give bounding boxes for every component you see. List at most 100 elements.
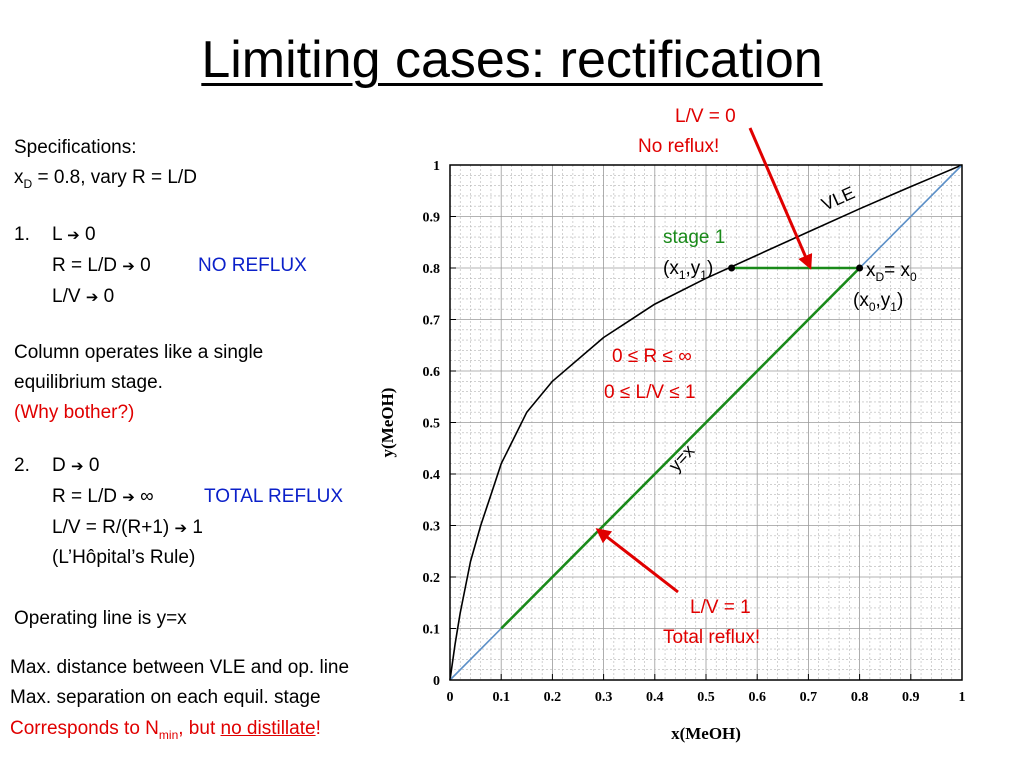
- case1-l2-b: 0: [134, 255, 151, 276]
- arrow-right-icon: ➔: [67, 227, 80, 244]
- slide-title-text: Limiting cases: rectification: [201, 31, 823, 89]
- lhopital-rule: (L’Hôpital’s Rule): [52, 547, 196, 568]
- y-tick-label: 0.4: [423, 468, 441, 483]
- lv1-label: L/V = 1: [690, 597, 751, 618]
- case2-l2-a: R = L/D: [52, 486, 123, 507]
- y-tick-label: 0: [433, 674, 440, 689]
- x-tick-label: 0: [447, 690, 454, 705]
- bottom-note-3: Corresponds to Nmin, but no distillate!: [10, 714, 321, 744]
- x-tick-label: 0.2: [544, 690, 562, 705]
- x0y1-a: (x: [853, 290, 869, 311]
- lv0-label: L/V = 0: [675, 106, 736, 127]
- x0y1-sub0: 0: [868, 299, 876, 314]
- no-distillate-underlined: no distillate: [220, 718, 316, 739]
- case1-l2-a: R = L/D: [52, 255, 123, 276]
- x1y1-sub1: 1: [678, 267, 686, 282]
- x1y1-c: ): [706, 258, 714, 279]
- y-tick-label: 0.7: [423, 314, 441, 329]
- arrow-right-icon: ➔: [85, 289, 99, 306]
- arrow-right-icon: ➔: [174, 520, 188, 537]
- x1y1-b: ,y: [685, 258, 701, 279]
- vle-label: VLE: [818, 183, 857, 215]
- no-reflux-label: No reflux!: [638, 136, 720, 157]
- lv-ratio-range: 0 ≤ L/V ≤ 1: [604, 382, 696, 403]
- y-tick-label: 0.9: [423, 211, 441, 226]
- specifications-label: Specifications:: [14, 137, 137, 158]
- operating-line-curve: [500, 267, 861, 630]
- xd-sub: D: [875, 269, 885, 284]
- x0y1-label: (x0,y1): [853, 286, 903, 316]
- spec-rest: = 0.8, vary R = L/D: [32, 167, 197, 188]
- yx-label: y=x: [665, 441, 699, 476]
- y-tick-label: 1: [433, 159, 440, 174]
- single-stage-line2: equilibrium stage.: [14, 372, 163, 393]
- case1-l3-a: L/V: [52, 286, 86, 307]
- xd-b: = x: [884, 260, 911, 281]
- total-reflux-label: Total reflux!: [663, 627, 761, 648]
- case2-l1-b: 0: [83, 455, 100, 476]
- x-axis-label: x(MeOH): [671, 724, 741, 743]
- bottom3-b: , but: [178, 718, 221, 739]
- grid: [450, 165, 962, 680]
- case2-number: 2.: [14, 455, 30, 476]
- x-tick-label: 0.4: [646, 690, 664, 705]
- reflux-ratio-range: 0 ≤ R ≤ ∞: [612, 346, 692, 367]
- arrow-right-icon: ➔: [122, 258, 135, 275]
- bottom-note-2: Max. separation on each equil. stage: [10, 687, 321, 708]
- x-tick-label: 0.6: [748, 690, 766, 705]
- y-tick-label: 0.6: [423, 365, 441, 380]
- case2-l3-b: 1: [187, 517, 203, 538]
- case1-l1-b: 0: [79, 224, 96, 245]
- bottom-note-1: Max. distance between VLE and op. line: [10, 657, 350, 678]
- x-tick-label: 0.3: [595, 690, 613, 705]
- vle-curve: [449, 164, 963, 681]
- x-tick-label: 0.7: [800, 690, 818, 705]
- no-reflux-tag: NO REFLUX: [198, 255, 307, 276]
- case2-line3: L/V = R/(R+1) ➔ 1: [52, 513, 203, 544]
- case2-l1-a: D: [52, 455, 71, 476]
- x0y1-c: ): [896, 290, 904, 311]
- why-bother: (Why bother?): [14, 402, 135, 423]
- arrow-right-icon: ➔: [71, 458, 84, 475]
- xd-a: x: [866, 260, 876, 281]
- x0y1-b: ,y: [875, 290, 891, 311]
- x-tick-label: 0.5: [697, 690, 715, 705]
- operating-line-note: Operating line is y=x: [14, 608, 187, 629]
- series-layer: [449, 164, 963, 681]
- stage-1-label: stage 1: [663, 227, 726, 248]
- x-tick-label: 0.9: [902, 690, 920, 705]
- y-tick-label: 0.1: [423, 623, 441, 638]
- case2-l3-a: L/V = R/(R+1): [52, 517, 175, 538]
- bottom3-a: Corresponds to N: [10, 718, 159, 739]
- x-tick-label: 1: [959, 690, 966, 705]
- total-reflux-tag: TOTAL REFLUX: [204, 486, 344, 507]
- bottom3-c: !: [315, 718, 321, 739]
- case1-line3: L/V ➔ 0: [52, 282, 114, 313]
- case2-line1: D ➔ 0: [52, 451, 99, 482]
- case1-number: 1.: [14, 224, 30, 245]
- total-reflux-arrow: [595, 528, 679, 594]
- tick-labels: 0 0.1 0.2 0.3 0.4 0.5 0.6 0.7 0.8 0.9 100.10.20.30…: [423, 159, 966, 705]
- x1y1-label: (x1,y1): [663, 254, 713, 284]
- bottom3-sub: min: [158, 727, 179, 742]
- x0y1-sub1: 1: [890, 299, 897, 314]
- xd-label: xD= x0: [866, 256, 917, 286]
- x1y1-point: [728, 264, 736, 272]
- plot-frame: [449, 164, 963, 681]
- case1-l3-b: 0: [98, 286, 115, 307]
- y-tick-label: 0.8: [423, 262, 441, 277]
- y-tick-label: 0.3: [423, 520, 441, 535]
- x-tick-label: 0.1: [492, 690, 510, 705]
- case1-line1: L ➔ 0: [52, 220, 96, 251]
- case1-l1-a: L: [52, 224, 68, 245]
- xD-point: [856, 264, 864, 272]
- no-reflux-arrow: [748, 127, 813, 270]
- slide-title: Limiting cases: rectification: [0, 28, 1024, 92]
- y-tick-label: 0.5: [423, 417, 441, 432]
- x1y1-sub2: 1: [700, 267, 707, 282]
- case2-l2-b: ∞: [134, 486, 154, 507]
- case2-line2: R = L/D ➔ ∞: [52, 482, 154, 513]
- specifications-line: xD = 0.8, vary R = L/D: [14, 163, 197, 193]
- case1-line2: R = L/D ➔ 0: [52, 251, 151, 282]
